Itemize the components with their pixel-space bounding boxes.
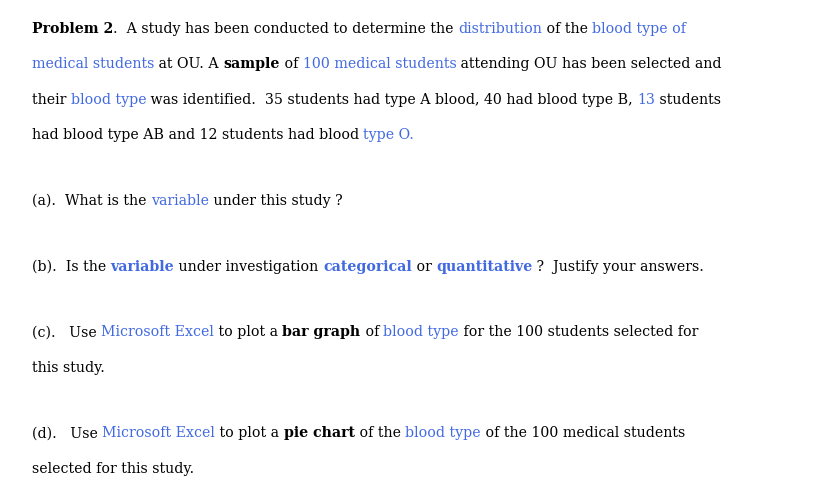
Text: (c).   Use: (c). Use [32,325,101,339]
Text: pie chart: pie chart [283,426,354,440]
Text: had blood type AB and 12 students had blood: had blood type AB and 12 students had bl… [32,128,363,142]
Text: distribution: distribution [457,22,541,36]
Text: under investigation: under investigation [174,260,323,274]
Text: type O.: type O. [363,128,414,142]
Text: .  A study has been conducted to determine the: . A study has been conducted to determin… [113,22,457,36]
Text: 100 medical students: 100 medical students [302,57,456,71]
Text: ?  Justify your answers.: ? Justify your answers. [532,260,703,274]
Text: their: their [32,93,70,107]
Text: blood type: blood type [383,325,458,339]
Text: (b).  Is the: (b). Is the [32,260,110,274]
Text: blood type: blood type [70,93,146,107]
Text: sample: sample [223,57,279,71]
Text: 13: 13 [637,93,655,107]
Text: attending OU has been selected and: attending OU has been selected and [456,57,721,71]
Text: blood type of: blood type of [592,22,686,36]
Text: bar graph: bar graph [282,325,360,339]
Text: was identified.  35 students had type A blood, 40 had blood type B,: was identified. 35 students had type A b… [146,93,637,107]
Text: variable: variable [110,260,174,274]
Text: of the: of the [541,22,592,36]
Text: (d).   Use: (d). Use [32,426,102,440]
Text: or: or [411,260,436,274]
Text: to plot a: to plot a [215,426,283,440]
Text: Microsoft Excel: Microsoft Excel [102,426,215,440]
Text: categorical: categorical [323,260,411,274]
Text: Problem 2: Problem 2 [32,22,113,36]
Text: of: of [360,325,383,339]
Text: quantitative: quantitative [436,260,532,274]
Text: to plot a: to plot a [214,325,282,339]
Text: students: students [655,93,721,107]
Text: of: of [279,57,302,71]
Text: this study.: this study. [32,361,104,375]
Text: (a).  What is the: (a). What is the [32,194,150,208]
Text: selected for this study.: selected for this study. [32,462,194,476]
Text: of the: of the [354,426,405,440]
Text: variable: variable [150,194,208,208]
Text: medical students: medical students [32,57,154,71]
Text: under this study ?: under this study ? [208,194,342,208]
Text: Microsoft Excel: Microsoft Excel [101,325,214,339]
Text: of the 100 medical students: of the 100 medical students [480,426,684,440]
Text: blood type: blood type [405,426,480,440]
Text: at OU. A: at OU. A [154,57,223,71]
Text: for the 100 students selected for: for the 100 students selected for [458,325,697,339]
